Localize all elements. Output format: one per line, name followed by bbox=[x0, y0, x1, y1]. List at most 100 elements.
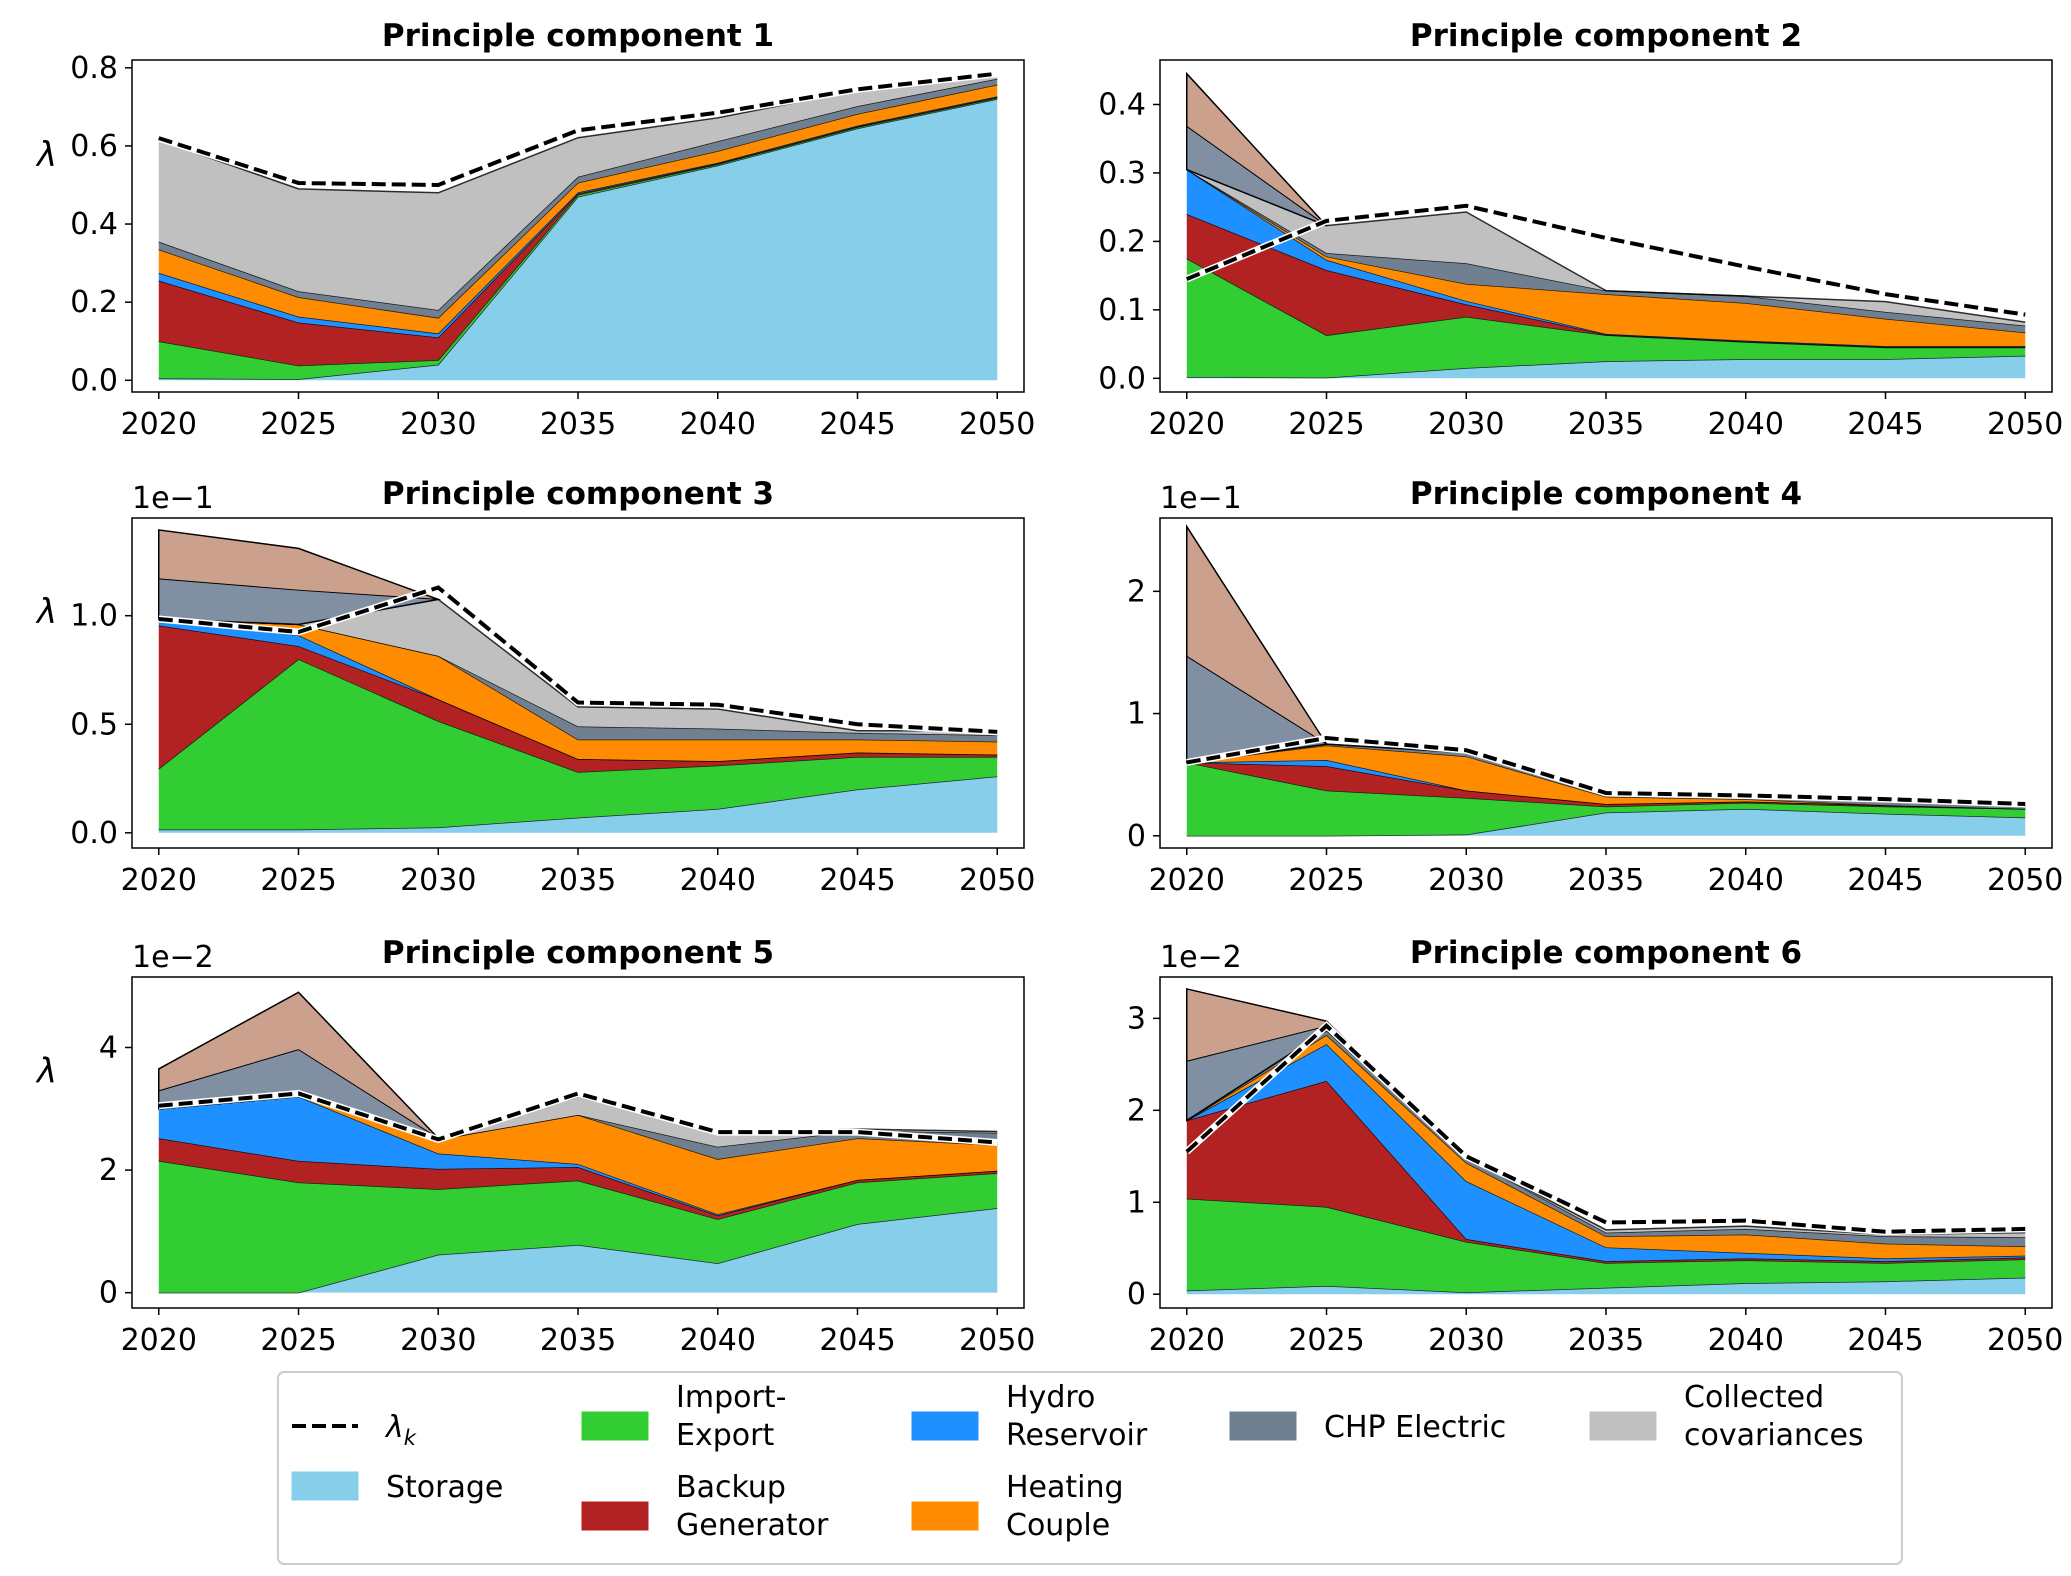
x-tick-label: 2020 bbox=[1149, 863, 1225, 898]
area-collected bbox=[158, 75, 998, 310]
x-tick-label: 2040 bbox=[1708, 863, 1784, 898]
y-tick-label: 0.0 bbox=[1098, 361, 1146, 396]
area-hydro bbox=[158, 618, 998, 762]
x-tick-label: 2050 bbox=[959, 407, 1035, 442]
area-import bbox=[1186, 762, 2026, 836]
area-chp bbox=[158, 1096, 998, 1160]
area-backup bbox=[1186, 762, 2026, 809]
area-storage bbox=[1186, 1277, 2026, 1295]
area-heating bbox=[158, 618, 998, 762]
y-tick-label: 4 bbox=[99, 1030, 118, 1065]
legend-label: Couple bbox=[1006, 1508, 1110, 1543]
x-tick-label: 2050 bbox=[1987, 1323, 2063, 1358]
x-tick-label: 2040 bbox=[1708, 407, 1784, 442]
legend-item-import: Import-Export bbox=[581, 1380, 786, 1453]
panel-1: 2020 2025 2030 2035 2040 2045 2050 0.0 0.2 0.4 0.6… bbox=[35, 18, 1035, 442]
lambda-line bbox=[158, 1091, 998, 1145]
y-tick-label: 0.2 bbox=[70, 285, 118, 320]
offset-text: 1e−2 bbox=[1160, 940, 1242, 975]
x-tick-label: 2045 bbox=[819, 407, 895, 442]
area-storage bbox=[158, 776, 998, 833]
panel-5: 2020 2025 2030 2035 2040 2045 2050 0 2 4 1e−2 Princ… bbox=[35, 935, 1035, 1358]
y-tick-label: 0.5 bbox=[70, 707, 118, 742]
legend-label: Storage bbox=[386, 1470, 503, 1505]
legend-swatch bbox=[911, 1411, 979, 1441]
x-tick-label: 2045 bbox=[1847, 863, 1923, 898]
chart-title: Principle component 1 bbox=[382, 18, 774, 54]
legend-item-chp: CHP Electric bbox=[1229, 1410, 1506, 1445]
y-axis-label: λ bbox=[35, 1052, 57, 1092]
legend-label: Generator bbox=[676, 1508, 829, 1543]
x-tick-label: 2040 bbox=[680, 407, 756, 442]
x-tick-label: 2045 bbox=[1847, 1323, 1923, 1358]
x-tick-label: 2030 bbox=[1428, 407, 1504, 442]
x-tick-label: 2025 bbox=[260, 1323, 336, 1358]
y-tick-label: 0.4 bbox=[1098, 87, 1146, 122]
area-backup bbox=[1186, 214, 2026, 348]
area-storage bbox=[1186, 355, 2026, 379]
x-tick-label: 2030 bbox=[400, 1323, 476, 1358]
y-tick-label: 0 bbox=[1127, 819, 1146, 854]
legend-label: Export bbox=[676, 1418, 774, 1453]
x-tick-label: 2035 bbox=[1568, 407, 1644, 442]
x-tick-label: 2030 bbox=[400, 407, 476, 442]
legend-item-storage: Storage bbox=[291, 1470, 503, 1505]
legend-swatch bbox=[1229, 1411, 1297, 1441]
x-tick-label: 2025 bbox=[260, 863, 336, 898]
legend-label: Backup bbox=[676, 1470, 786, 1505]
legend: λkStorageImport-ExportBackupGeneratorHyd… bbox=[277, 1371, 1903, 1565]
area-import bbox=[1186, 258, 2026, 378]
x-tick-label: 2030 bbox=[1428, 863, 1504, 898]
x-tick-label: 2025 bbox=[1288, 407, 1364, 442]
y-tick-label: 0 bbox=[99, 1276, 118, 1311]
y-tick-label: 1 bbox=[1127, 697, 1146, 732]
lambda-line bbox=[1186, 735, 2026, 806]
y-tick-label: 0.1 bbox=[1098, 293, 1146, 328]
x-tick-label: 2020 bbox=[1149, 1323, 1225, 1358]
x-tick-label: 2045 bbox=[819, 1323, 895, 1358]
area-import bbox=[1186, 1198, 2026, 1293]
legend-swatch bbox=[1589, 1411, 1657, 1441]
legend-swatch bbox=[581, 1411, 649, 1441]
x-tick-label: 2025 bbox=[1288, 863, 1364, 898]
legend-swatch bbox=[911, 1501, 979, 1531]
x-tick-label: 2020 bbox=[121, 407, 197, 442]
legend-label: covariances bbox=[1684, 1418, 1864, 1453]
area-backup bbox=[158, 625, 998, 773]
x-tick-label: 2020 bbox=[121, 1323, 197, 1358]
lambda-line bbox=[158, 71, 998, 187]
area-extra-inner bbox=[1186, 125, 1327, 227]
legend-swatch bbox=[581, 1501, 649, 1531]
y-tick-label: 2 bbox=[1127, 574, 1146, 609]
x-tick-label: 2040 bbox=[680, 1323, 756, 1358]
x-tick-label: 2020 bbox=[121, 863, 197, 898]
y-axis-label: λ bbox=[35, 592, 57, 632]
legend-label: Reservoir bbox=[1006, 1418, 1148, 1453]
x-tick-label: 2035 bbox=[1568, 1323, 1644, 1358]
area-collected bbox=[158, 599, 998, 736]
chart-title: Principle component 4 bbox=[1410, 476, 1802, 512]
x-tick-label: 2025 bbox=[260, 407, 336, 442]
area-backup bbox=[158, 97, 998, 366]
panel-6: 2020 2025 2030 2035 2040 2045 2050 0 1 2 3 1e−2 Prin… bbox=[1127, 935, 2064, 1358]
area-storage bbox=[1186, 808, 2026, 836]
legend-label: CHP Electric bbox=[1324, 1410, 1506, 1445]
area-import bbox=[158, 1160, 998, 1293]
y-tick-label: 0.6 bbox=[70, 129, 118, 164]
area-heating bbox=[158, 1096, 998, 1215]
x-tick-label: 2035 bbox=[540, 1323, 616, 1358]
x-tick-label: 2040 bbox=[1708, 1323, 1784, 1358]
x-tick-label: 2035 bbox=[540, 863, 616, 898]
chart-title: Principle component 2 bbox=[1410, 18, 1802, 54]
y-tick-label: 2 bbox=[99, 1153, 118, 1188]
x-tick-label: 2040 bbox=[680, 863, 756, 898]
panel-2: 2020 2025 2030 2035 2040 2045 2050 0.0 0.1 0.2 0.3… bbox=[1098, 18, 2063, 442]
lambda-line bbox=[158, 585, 998, 734]
chart-title: Principle component 5 bbox=[382, 935, 774, 971]
y-tick-label: 0.8 bbox=[70, 51, 118, 86]
